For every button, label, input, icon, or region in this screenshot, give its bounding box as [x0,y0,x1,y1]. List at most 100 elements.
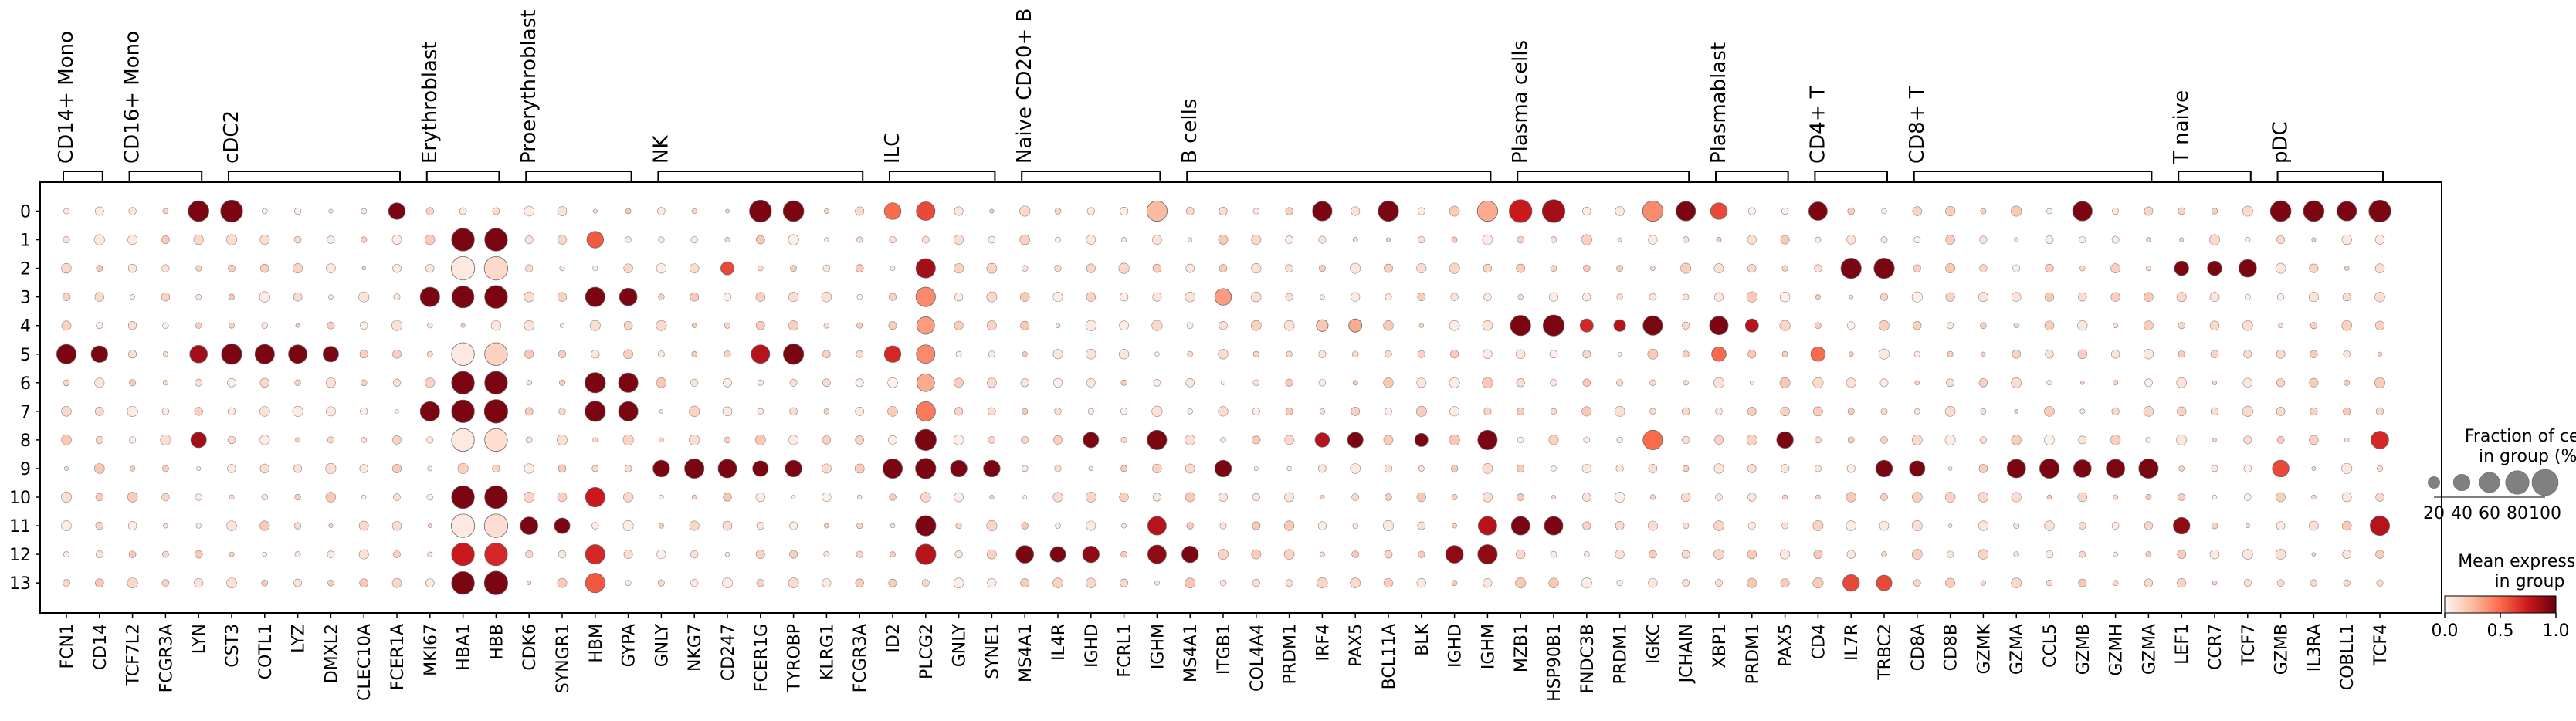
dot-bg-4-57 [1947,322,1954,330]
dot-bg-0-42 [1449,205,1460,217]
row-label: 3 [20,289,31,308]
dot-bg-8-6 [259,435,270,445]
colorbar-label: 1.0 [2543,621,2570,641]
dot-bg-2-40 [1384,263,1393,273]
dot-bg-4-55 [1879,320,1890,331]
dot-5-5 [221,344,242,365]
dot-bg-10-18 [659,494,664,500]
gene-label: IL3RA [2305,624,2324,672]
dot-12-12 [451,542,475,567]
dot-bg-12-48 [1649,550,1657,559]
dot-9-18 [652,459,670,478]
dot-bg-7-67 [2276,407,2286,416]
group-bracket [525,171,632,181]
dot-bg-3-44 [1517,294,1524,300]
dot-bg-12-39 [1351,550,1360,558]
dot-bg-2-41 [1416,263,1427,274]
dot-bg-10-1 [95,493,103,502]
size-legend-label: 60 [2479,504,2500,523]
dot-bg-13-4 [194,578,204,588]
dot-bg-3-50 [1713,292,1724,302]
dot-bg-10-43 [1482,492,1493,503]
dot-bg-6-69 [2344,379,2351,386]
dot-bg-13-15 [557,577,568,588]
dot-bg-3-32 [1119,293,1129,302]
dot-bg-10-46 [1581,493,1591,502]
dot-bg-6-35 [1221,380,1225,385]
dot-4-26 [917,316,935,335]
dot-bg-4-68 [2310,322,2317,330]
dot-bg-6-44 [1516,378,1525,388]
dot-bg-2-39 [1350,262,1361,274]
gene-label: GZMB [2074,624,2093,675]
dot-bg-8-29 [1021,435,1029,444]
row-label: 9 [20,460,31,479]
dot-bg-2-68 [2309,263,2319,273]
dot-bg-1-36 [1251,235,1262,245]
dot-bg-4-63 [2144,320,2154,330]
row-label: 12 [9,546,31,565]
group-label: T naive [2170,90,2193,164]
dot-bg-12-0 [63,551,70,558]
dot-bg-3-21 [755,292,766,302]
dot-bg-7-27 [954,407,964,416]
dot-bg-0-32 [1120,206,1129,216]
dot-bg-1-35 [1218,235,1229,245]
dot-bg-9-4 [196,465,202,471]
dot-bg-0-46 [1582,206,1591,216]
dot-bg-1-20 [724,237,730,243]
dot-6-17 [618,372,639,393]
dot-bg-8-20 [724,436,731,444]
dot-bg-3-63 [2144,292,2154,302]
dot-bg-5-47 [1617,351,1622,357]
dot-bg-0-35 [1219,206,1228,216]
dot-bg-4-56 [1913,321,1922,330]
dot-bg-4-37 [1283,320,1295,331]
dot-bg-13-63 [2144,578,2154,587]
dot-bg-1-50 [1716,237,1722,243]
dot-bg-6-7 [294,379,301,386]
dot-bg-11-57 [1947,523,1953,528]
dot-bg-10-65 [2212,494,2218,500]
dot-6-16 [585,372,606,394]
dot-bg-0-6 [261,208,268,215]
dot-bg-2-50 [1713,263,1724,274]
dot-bg-2-14 [525,264,534,272]
dot-bg-10-53 [1815,494,1821,500]
dot-bg-0-59 [2011,205,2022,217]
dot-5-4 [189,344,208,364]
dot-bg-0-52 [1781,207,1789,215]
dot-bg-6-70 [2374,377,2386,388]
dot-bg-13-38 [1317,577,1328,589]
dot-bg-2-49 [1680,262,1692,274]
dot-bg-8-15 [557,434,568,445]
dot-bg-0-47 [1615,206,1625,216]
dot-13-54 [1842,574,1860,592]
dot-bg-7-36 [1252,407,1260,415]
group-bracket [2276,171,2384,181]
dot-bg-10-11 [426,493,434,501]
dot-bg-11-69 [2341,520,2352,531]
dot-bg-5-3 [162,351,168,357]
dot-bg-4-28 [986,320,997,331]
dot-bg-0-0 [63,208,69,215]
dot-bg-7-1 [95,407,104,416]
dot-6-13 [484,371,508,394]
dot-bg-13-27 [953,577,964,588]
dot-bg-0-19 [691,208,697,215]
dot-bg-13-49 [1682,579,1690,587]
dot-0-25 [883,202,902,220]
dot-bg-7-57 [1944,406,1956,417]
dot-bg-13-3 [161,579,170,587]
size-legend-label: 80 [2507,504,2528,523]
dot-bg-11-9 [358,520,369,531]
dot-bg-5-48 [1647,348,1659,360]
dot-bg-12-2 [128,550,137,558]
gene-label: GNLY [951,623,970,667]
dot-13-12 [451,571,475,595]
dot-bg-3-38 [1320,294,1325,300]
dot-bg-9-36 [1253,465,1259,471]
dot-bg-7-9 [360,407,368,415]
dot-8-43 [1477,429,1498,450]
